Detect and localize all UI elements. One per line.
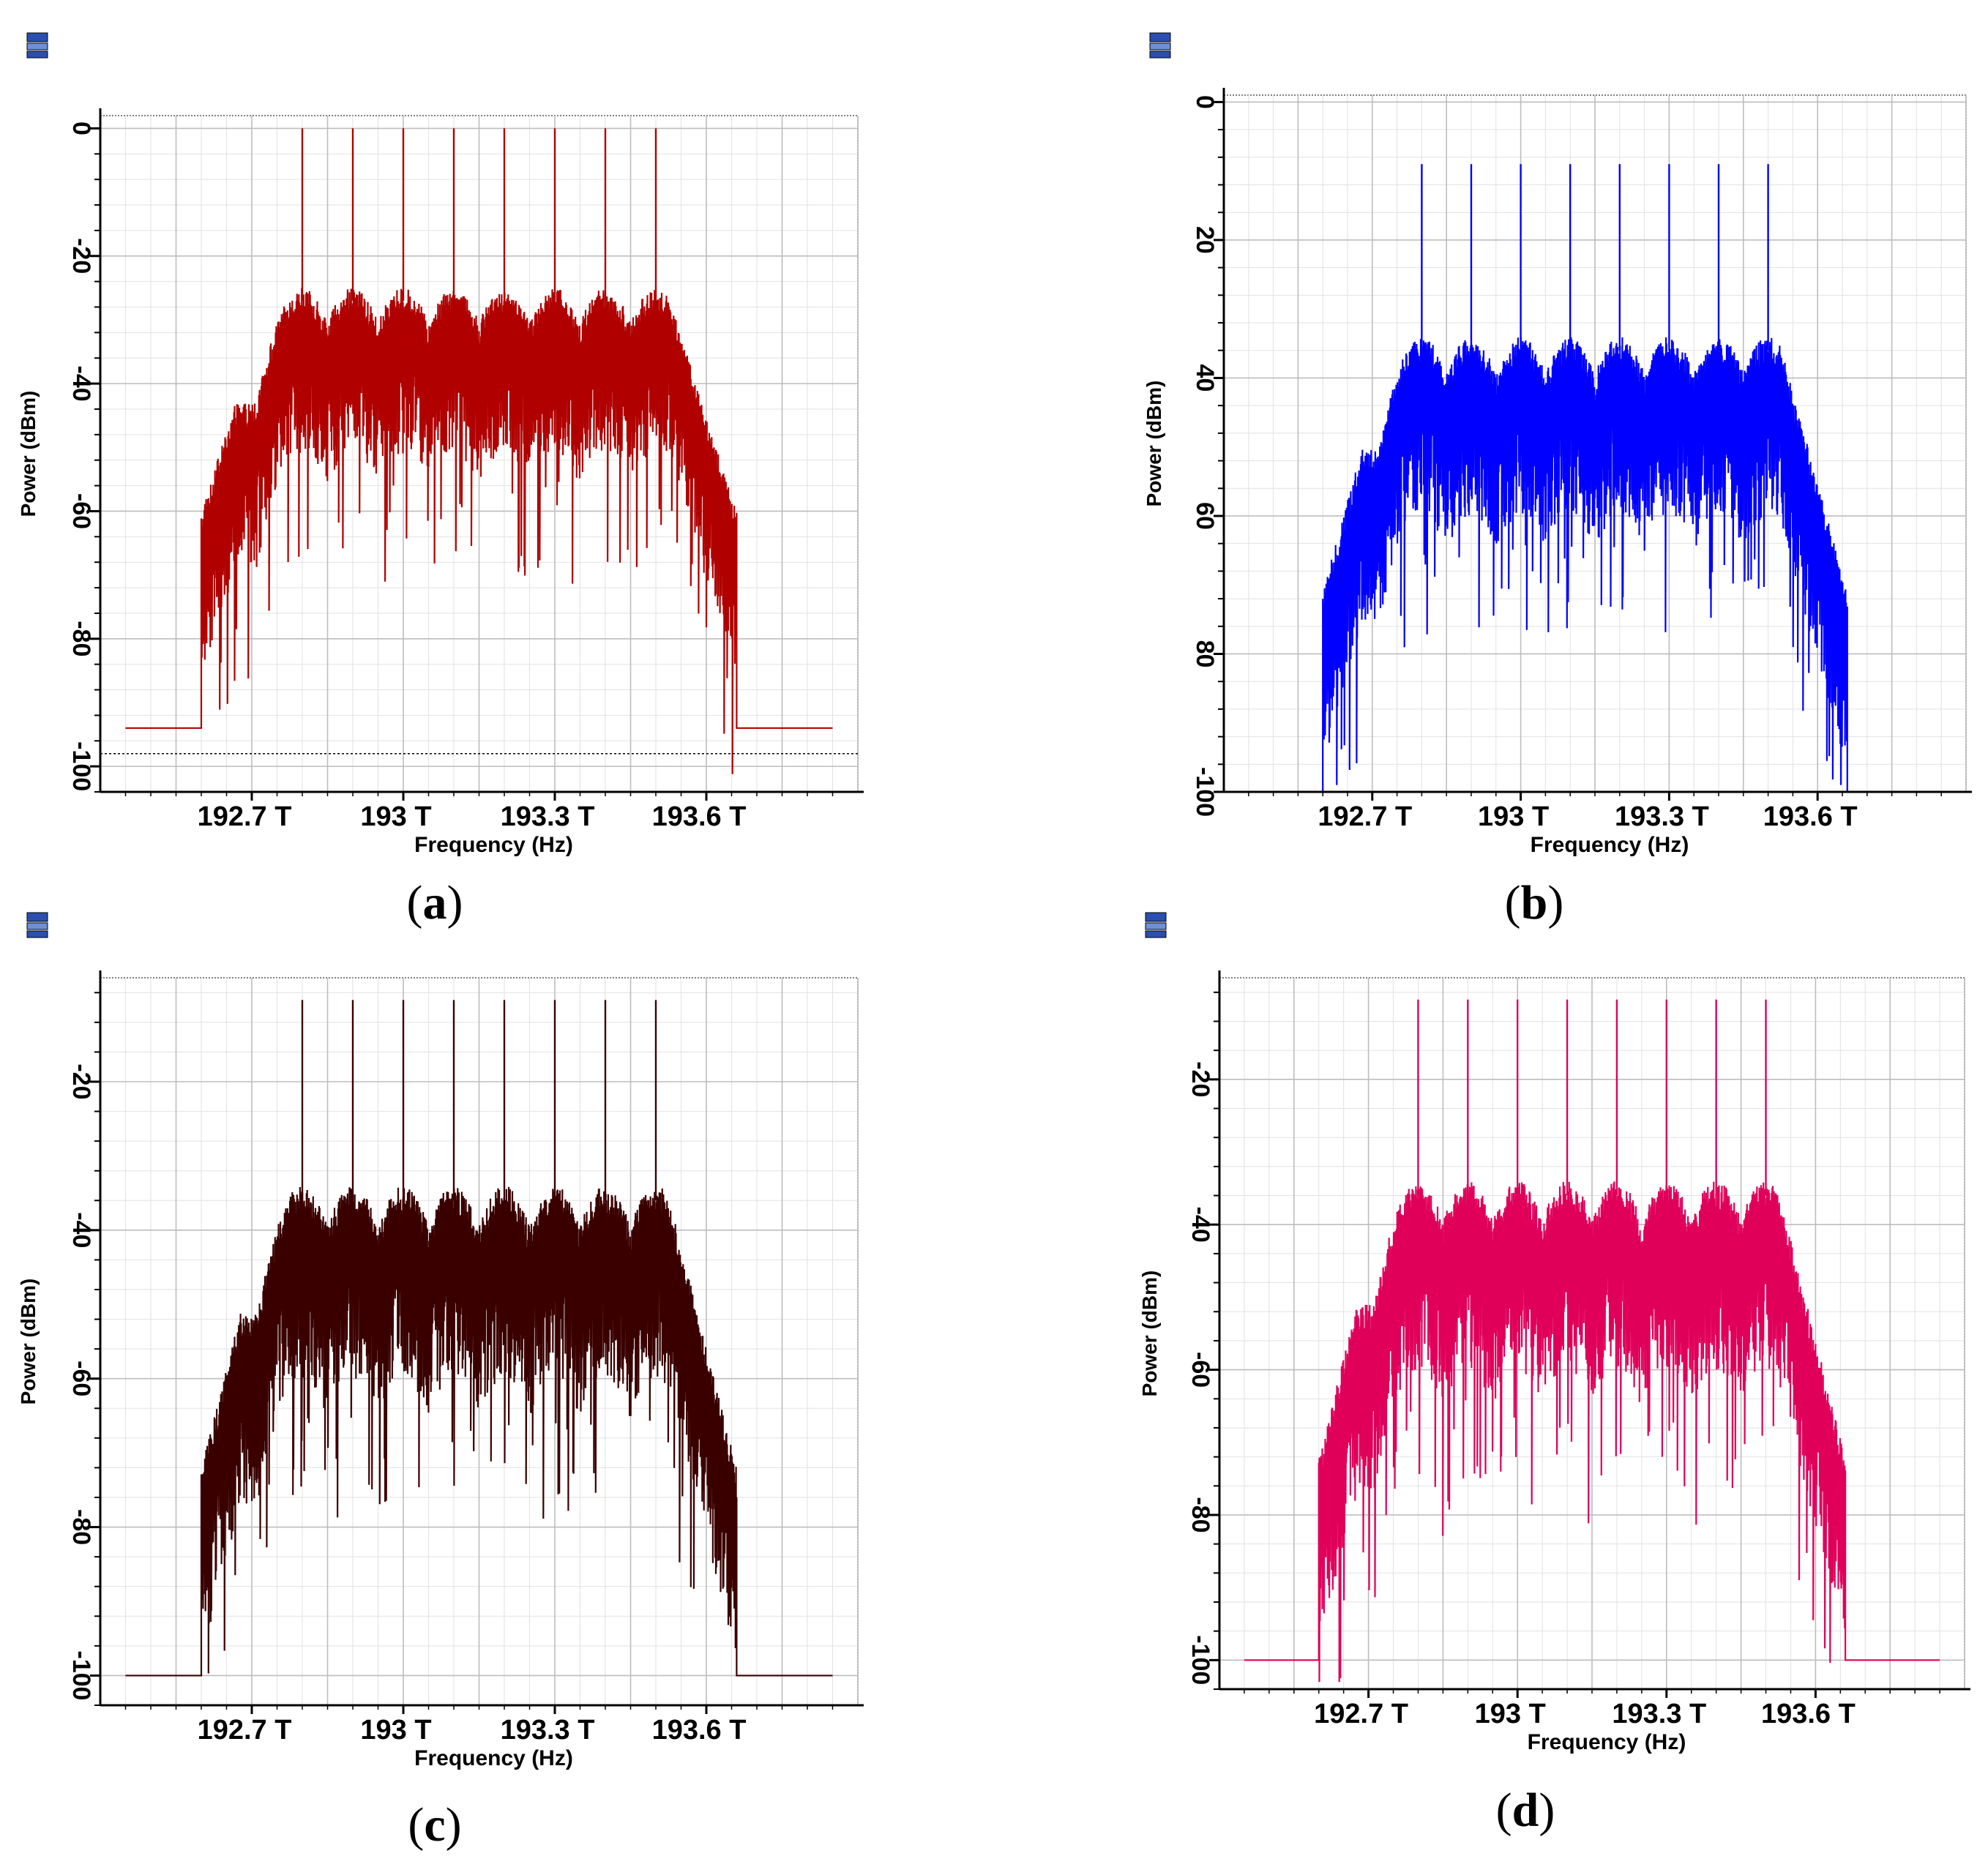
x-tick-label: 193.6 T <box>1761 1699 1856 1729</box>
x-tick-label: 193.6 T <box>652 1715 747 1746</box>
caption-c: (c) <box>408 1798 462 1852</box>
spectrum-trace <box>1248 337 1942 793</box>
x-tick-label: 192.7 T <box>1314 1699 1408 1729</box>
chart-window-icon[interactable] <box>1145 912 1167 938</box>
y-tick-label: -40 <box>67 366 95 402</box>
caption-b: (b) <box>1504 876 1564 929</box>
panel-d: -20 -40 -60 -80 -100 192.7 T 193 T 193.3 T 193.6… <box>994 908 1988 1837</box>
x-axis-title: Frequency (Hz) <box>1531 833 1689 857</box>
x-axis-title: Frequency (Hz) <box>414 1746 573 1770</box>
y-tick-label: 40 <box>1191 364 1219 392</box>
y-tick-label: -100 <box>67 741 95 791</box>
caption-a: (a) <box>406 876 463 929</box>
caption-letter: a <box>422 876 447 929</box>
y-axis-title: Power (dBm) <box>17 1279 40 1405</box>
x-tick-label: 193 T <box>360 1715 431 1746</box>
spectrum-chart-d: -20 -40 -60 -80 -100 192.7 T 193 T 193.3 T 193.6… <box>1138 970 1970 1754</box>
grid <box>100 116 859 793</box>
x-tick-label: 192.7 T <box>198 801 292 832</box>
spectrum-chart-b: 0 20 40 60 80 -100 192.7 T 193 T 193.3 T 193.6 T F… <box>1143 88 1972 857</box>
x-tick-label: 193.3 T <box>501 1715 595 1746</box>
x-tick-label: 193 T <box>1478 801 1549 832</box>
spectrum-chart-c: -20 -40 -60 -80 -100 192.7 T 193 T 193.3 T 193.6… <box>17 970 864 1770</box>
y-tick-label: 0 <box>67 121 95 135</box>
y-axis-title: Power (dBm) <box>17 391 40 517</box>
caption-d: (d) <box>1495 1784 1555 1837</box>
spectrum-chart-a: 0 -20 -40 -60 -80 -100 192.7 T 193 T 193.3 T 193.… <box>17 108 864 857</box>
spectrum-trace <box>1244 1181 1940 1683</box>
x-tick-label: 193.6 T <box>652 801 747 832</box>
chart-window-icon[interactable] <box>26 32 48 59</box>
panel-b: 0 20 40 60 80 -100 192.7 T 193 T 193.3 T 193.6 T F… <box>994 0 1988 929</box>
y-tick-label: 60 <box>1191 502 1219 530</box>
x-tick-label: 193 T <box>1475 1699 1546 1729</box>
x-tick-label: 193.6 T <box>1763 801 1858 832</box>
y-tick-label: 0 <box>1191 95 1219 109</box>
chart-window-icon[interactable] <box>26 912 48 938</box>
y-tick-label: -60 <box>67 493 95 529</box>
y-tick-label: -80 <box>67 1509 95 1545</box>
panel-c: -20 -40 -60 -80 -100 192.7 T 193 T 193.3 T 193.6… <box>0 908 994 1852</box>
spectrum-trace <box>125 1186 833 1677</box>
y-tick-label: -40 <box>1187 1207 1214 1243</box>
y-tick-label: 80 <box>1191 640 1219 668</box>
y-axis-title: Power (dBm) <box>1138 1271 1161 1397</box>
y-axis-title: Power (dBm) <box>1143 381 1165 507</box>
y-tick-label: -60 <box>67 1361 95 1396</box>
caption-letter: b <box>1520 876 1548 929</box>
y-tick-label: -80 <box>1187 1497 1214 1533</box>
y-tick-label: -40 <box>67 1212 95 1248</box>
x-tick-label: 193.3 T <box>1612 1699 1706 1729</box>
spectrum-trace <box>125 288 833 774</box>
x-tick-label: 193 T <box>360 801 431 832</box>
x-tick-label: 193.3 T <box>501 801 595 832</box>
y-tick-label: -100 <box>1191 767 1219 817</box>
caption-letter: d <box>1511 1784 1539 1837</box>
y-tick-label: -60 <box>1187 1352 1214 1388</box>
y-tick-label: 20 <box>1191 226 1219 254</box>
x-tick-label: 192.7 T <box>1318 801 1412 832</box>
y-tick-label: -20 <box>1187 1061 1214 1097</box>
x-tick-label: 193.3 T <box>1615 801 1709 832</box>
y-tick-label: -20 <box>67 1063 95 1099</box>
y-tick-label: -20 <box>67 238 95 274</box>
x-axis-title: Frequency (Hz) <box>1528 1730 1686 1754</box>
chart-window-icon[interactable] <box>1149 32 1171 59</box>
x-tick-label: 192.7 T <box>198 1715 292 1746</box>
y-tick-label: -80 <box>67 621 95 656</box>
x-axis-title: Frequency (Hz) <box>414 833 573 857</box>
y-tick-label: -100 <box>67 1650 95 1700</box>
y-tick-label: -100 <box>1187 1635 1214 1685</box>
panel-a: 0 -20 -40 -60 -80 -100 192.7 T 193 T 193.3 T 193.… <box>0 0 994 929</box>
caption-letter: c <box>424 1798 446 1852</box>
